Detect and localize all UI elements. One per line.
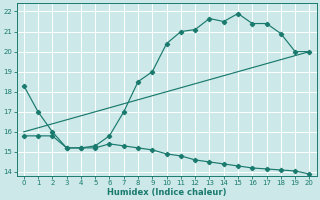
X-axis label: Humidex (Indice chaleur): Humidex (Indice chaleur) [107, 188, 226, 197]
